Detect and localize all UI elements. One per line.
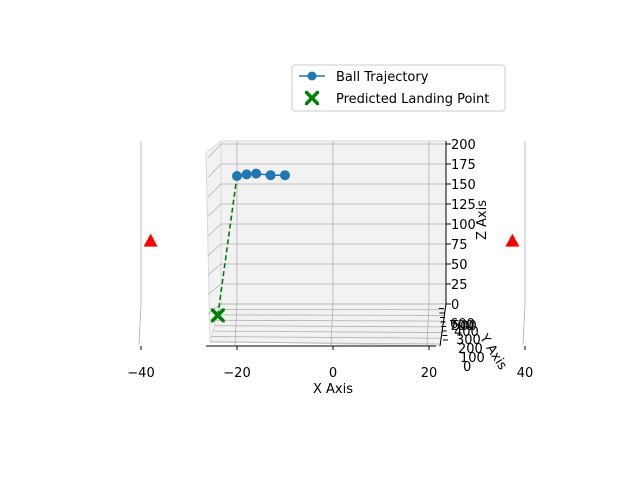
- x-axis-label: X Axis: [313, 382, 353, 397]
- z-tick-label-1: 25: [451, 278, 468, 293]
- legend-trajectory-marker: [307, 71, 317, 81]
- grid-y-floor-2: [217, 314, 445, 316]
- target-marker-1: [505, 233, 520, 247]
- z-tick-label-8: 200: [451, 138, 476, 153]
- grid-z-left-7: [207, 163, 222, 178]
- axis-lines: [206, 141, 447, 347]
- trajectory-point-3: [265, 170, 276, 181]
- y-tick-label-0: 0: [463, 360, 471, 375]
- trajectory-point-0: [232, 171, 242, 181]
- grid-y-floor-4: [214, 325, 444, 328]
- z-axis-label: Z Axis: [475, 200, 490, 240]
- grid-z-left-2: [207, 263, 222, 276]
- z-tick-label-5: 125: [451, 198, 476, 213]
- target-marker-0: [143, 233, 158, 247]
- y-axis-line: [439, 303, 447, 347]
- legend-landing-marker: [305, 91, 319, 105]
- grid-z-left-1: [207, 283, 222, 295]
- y-tick-label-5: 500: [452, 319, 477, 334]
- x-tick-label-3: 20: [421, 366, 438, 381]
- z-tick-label-2: 50: [451, 258, 468, 273]
- grid-x-floor-0: [138, 303, 142, 346]
- grid-z-left-3: [207, 243, 222, 256]
- legend-box: [291, 64, 506, 112]
- y-tick-label-4: 400: [454, 325, 479, 340]
- grid-z-left-6: [207, 183, 222, 198]
- legend: Ball Trajectory Predicted Landing Point: [291, 64, 506, 112]
- grid-lines: [138, 141, 526, 346]
- x-tick-label-1: −20: [223, 366, 250, 381]
- y-tick-label-1: 100: [460, 351, 485, 366]
- trajectory-point-1: [241, 169, 252, 180]
- grid-z-left-8: [207, 143, 222, 159]
- y-tick-label-7: 700: [449, 319, 474, 334]
- grid-y-floor-3: [216, 319, 445, 322]
- z-tick-label-4: 100: [451, 218, 476, 233]
- grid-y-floor-5: [213, 330, 444, 333]
- legend-label-landing: Predicted Landing Point: [336, 92, 489, 107]
- z-tick-label-6: 150: [451, 178, 476, 193]
- y-tick-label-6: 600: [450, 317, 475, 332]
- trajectory-point-4: [280, 170, 290, 181]
- grid-x-floor-1: [234, 303, 238, 346]
- grid-z-left-5: [207, 203, 222, 217]
- landing-point-marker: [210, 308, 225, 323]
- chart-marks: [143, 168, 520, 323]
- floor-pane: [209, 303, 447, 347]
- z-tick-label-3: 75: [451, 238, 468, 253]
- grid-x-floor-4: [522, 303, 526, 346]
- x-tick-label-0: −40: [127, 366, 154, 381]
- trajectory-point-2: [251, 168, 262, 179]
- back-pane: [220, 140, 447, 305]
- grid-y-floor-6: [211, 336, 443, 339]
- y-tick-label-3: 300: [456, 333, 481, 348]
- y-tick-label-2: 200: [458, 342, 483, 357]
- grid-z-left-4: [207, 223, 222, 237]
- legend-label-trajectory: Ball Trajectory: [336, 70, 429, 85]
- grid-y-floor-7: [209, 341, 443, 345]
- tick-labels: −40 −20 0 20 4002550751001251501752000100200…: [127, 138, 533, 381]
- z-tick-label-0: 0: [451, 298, 459, 313]
- axes-panes: [205, 139, 447, 347]
- z-tick-label-7: 175: [451, 158, 476, 173]
- grid-x-floor-2: [330, 303, 334, 346]
- x-tick-label-4: 40: [517, 366, 534, 381]
- x-tick-label-2: 0: [329, 366, 337, 381]
